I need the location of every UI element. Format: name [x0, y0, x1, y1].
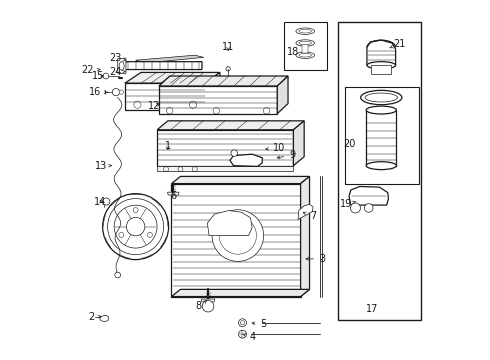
Polygon shape [371, 65, 392, 74]
Polygon shape [366, 110, 396, 166]
Text: 4: 4 [243, 332, 255, 342]
Polygon shape [172, 289, 310, 297]
Ellipse shape [365, 93, 397, 102]
Polygon shape [125, 83, 205, 110]
Polygon shape [159, 76, 288, 86]
Text: 2: 2 [88, 312, 101, 322]
Text: 12: 12 [148, 102, 160, 112]
Circle shape [108, 199, 164, 255]
Polygon shape [344, 87, 419, 184]
Polygon shape [100, 315, 109, 321]
Polygon shape [157, 130, 294, 166]
Text: 20: 20 [343, 139, 355, 149]
Circle shape [126, 217, 145, 236]
Polygon shape [157, 166, 294, 171]
Text: 11: 11 [222, 42, 234, 52]
Text: 8: 8 [196, 301, 207, 311]
Text: 3: 3 [306, 254, 325, 264]
Polygon shape [338, 22, 421, 320]
Circle shape [103, 73, 109, 79]
Text: 6: 6 [170, 191, 176, 201]
Text: 13: 13 [96, 161, 112, 171]
Circle shape [112, 89, 120, 96]
Circle shape [202, 301, 214, 312]
Circle shape [212, 210, 264, 261]
Polygon shape [294, 121, 304, 166]
Circle shape [102, 194, 169, 260]
Polygon shape [298, 204, 313, 220]
Polygon shape [201, 299, 215, 302]
Circle shape [350, 203, 361, 213]
Circle shape [119, 90, 123, 94]
Polygon shape [349, 186, 389, 205]
Ellipse shape [361, 90, 402, 105]
Polygon shape [277, 76, 288, 114]
Polygon shape [118, 62, 202, 69]
Ellipse shape [367, 62, 395, 69]
Ellipse shape [296, 28, 315, 35]
Polygon shape [125, 72, 220, 83]
Polygon shape [157, 121, 304, 130]
Text: 1: 1 [165, 141, 171, 151]
Polygon shape [207, 211, 252, 235]
Circle shape [231, 150, 238, 156]
Ellipse shape [296, 52, 315, 58]
Text: 19: 19 [340, 199, 355, 210]
Text: 14: 14 [94, 197, 106, 207]
Text: 21: 21 [390, 39, 405, 49]
Polygon shape [300, 176, 310, 297]
Polygon shape [136, 55, 204, 63]
Circle shape [219, 217, 256, 254]
Polygon shape [367, 40, 395, 65]
Circle shape [114, 205, 157, 248]
Text: 24: 24 [110, 67, 125, 77]
Text: 16: 16 [89, 87, 107, 97]
Text: 22: 22 [81, 64, 100, 75]
Ellipse shape [296, 40, 315, 46]
Text: 5: 5 [252, 319, 266, 329]
Text: 17: 17 [366, 304, 378, 314]
Circle shape [240, 320, 245, 325]
Polygon shape [230, 154, 262, 166]
Circle shape [239, 330, 246, 338]
Bar [302, 44, 308, 53]
Polygon shape [118, 58, 126, 74]
Ellipse shape [366, 162, 396, 170]
Ellipse shape [366, 106, 396, 114]
Ellipse shape [299, 41, 312, 45]
Polygon shape [172, 184, 300, 297]
Ellipse shape [299, 53, 312, 57]
Text: 9: 9 [277, 150, 295, 160]
Text: 18: 18 [287, 46, 299, 57]
Text: 10: 10 [266, 143, 285, 153]
Text: 23: 23 [110, 53, 126, 63]
Circle shape [102, 198, 110, 205]
Circle shape [365, 204, 373, 212]
Text: 7: 7 [303, 211, 316, 221]
Polygon shape [205, 72, 220, 110]
Polygon shape [172, 176, 310, 184]
Polygon shape [159, 86, 277, 114]
Ellipse shape [299, 30, 312, 33]
Ellipse shape [119, 62, 124, 70]
Circle shape [239, 319, 246, 327]
Polygon shape [168, 192, 179, 195]
Circle shape [115, 272, 121, 278]
Polygon shape [285, 22, 327, 69]
Text: 15: 15 [92, 71, 104, 81]
